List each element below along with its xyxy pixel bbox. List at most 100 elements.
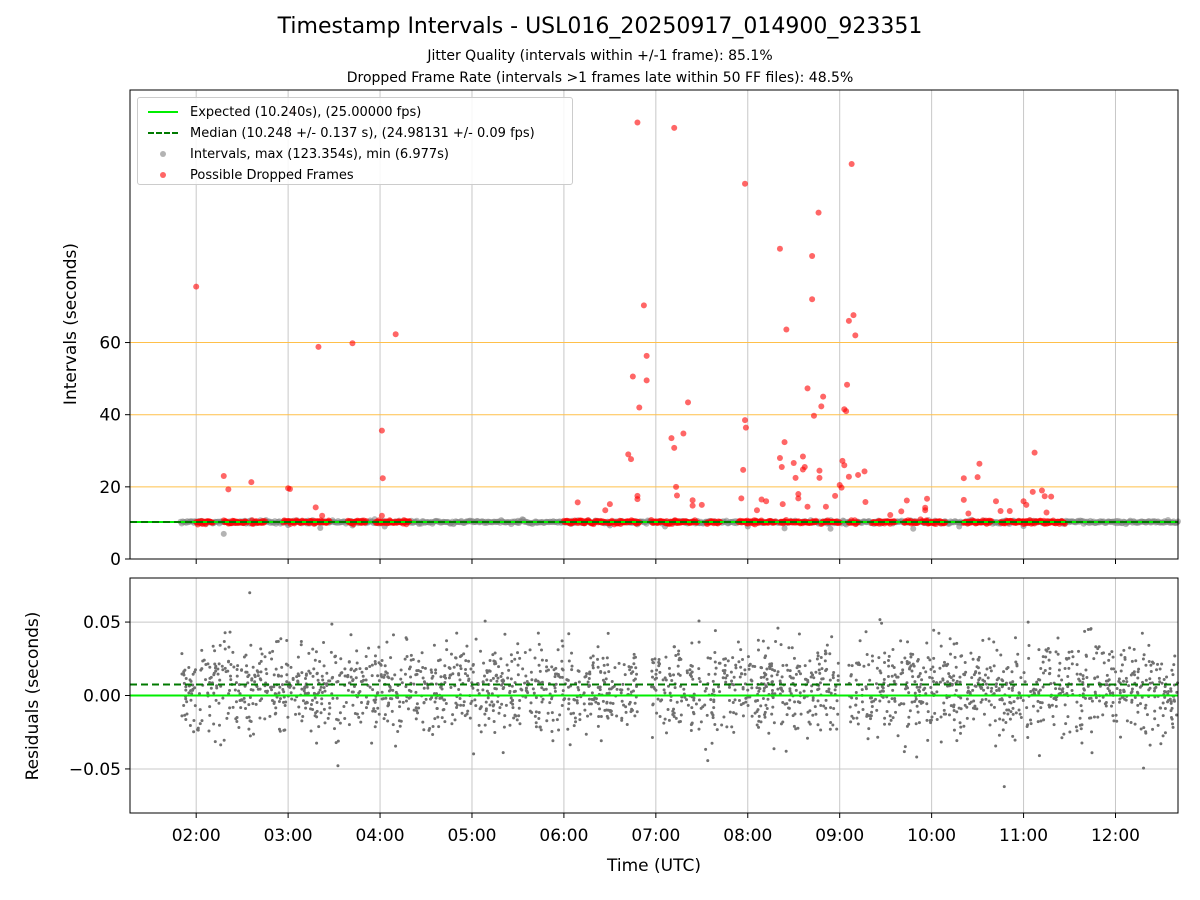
residual-point <box>792 724 796 728</box>
residual-point <box>930 676 934 680</box>
residuals-marks <box>130 591 1180 789</box>
residual-point <box>1029 718 1033 722</box>
residual-point <box>244 653 248 657</box>
residual-point <box>611 685 615 689</box>
residual-point <box>286 684 290 688</box>
residual-point <box>796 726 800 730</box>
residual-point <box>504 703 508 707</box>
residual-point <box>399 677 403 681</box>
residual-point <box>829 691 833 695</box>
residual-point <box>729 670 733 674</box>
residual-point <box>206 662 210 666</box>
residual-point <box>390 697 394 701</box>
residual-point <box>938 666 942 670</box>
residual-point <box>370 663 374 667</box>
residual-point <box>677 720 681 724</box>
residual-point <box>278 697 282 701</box>
residual-point <box>180 714 184 718</box>
residual-point <box>187 691 191 695</box>
residual-point <box>214 698 218 702</box>
residual-point <box>1075 700 1079 704</box>
residual-point <box>421 720 425 724</box>
residual-point <box>500 679 504 683</box>
residual-point <box>500 671 504 675</box>
residual-point <box>358 689 362 693</box>
residual-point <box>351 703 355 707</box>
residual-point <box>941 678 945 682</box>
residual-point <box>1136 703 1140 707</box>
residual-point <box>373 659 377 663</box>
residual-point <box>560 704 564 708</box>
residual-point <box>463 714 467 718</box>
residual-point <box>322 640 326 644</box>
residual-point <box>1115 686 1119 690</box>
residual-point <box>376 691 380 695</box>
residual-point <box>300 719 304 723</box>
residual-point <box>1097 645 1101 649</box>
dropped-frame-point <box>810 412 817 419</box>
residual-point <box>772 721 776 725</box>
residual-point <box>412 708 416 712</box>
residual-point <box>802 696 806 700</box>
residual-point <box>247 703 251 707</box>
residual-point <box>672 707 676 711</box>
residual-point <box>1031 688 1035 692</box>
residual-point <box>1002 670 1006 674</box>
residual-point <box>732 675 736 679</box>
residual-point <box>488 703 492 707</box>
residual-point <box>1013 636 1017 640</box>
residual-point <box>763 715 767 719</box>
residual-point <box>1084 668 1088 672</box>
residual-point <box>450 722 454 726</box>
residual-point <box>489 679 493 683</box>
residual-point <box>1049 682 1053 686</box>
residual-point <box>303 701 307 705</box>
residual-point <box>390 677 394 681</box>
residual-point <box>971 706 975 710</box>
residual-point <box>935 690 939 694</box>
residual-point <box>1148 677 1152 681</box>
residual-point <box>248 734 252 738</box>
residual-point <box>386 704 390 708</box>
residual-point <box>674 653 678 657</box>
legend-entry-expected: Expected (10.240s), (25.00000 fps) <box>146 104 421 120</box>
residual-point <box>915 755 919 759</box>
residual-point <box>605 708 609 712</box>
residual-point <box>1170 668 1174 672</box>
residual-point <box>697 727 701 731</box>
residual-point <box>806 736 810 740</box>
residual-point <box>1159 706 1163 710</box>
residual-point <box>1019 696 1023 700</box>
residual-point <box>222 738 226 742</box>
residual-point <box>907 722 911 726</box>
residual-point <box>1048 650 1052 654</box>
residual-point <box>781 663 785 667</box>
residual-point <box>918 685 922 689</box>
residual-point <box>761 696 765 700</box>
residual-point <box>239 706 243 710</box>
residual-point <box>1175 713 1179 717</box>
intervals-plot-frame <box>129 89 1179 560</box>
dropped-frame-point <box>689 497 696 504</box>
residual-point <box>502 725 506 729</box>
residual-point <box>591 654 595 658</box>
residual-point <box>1148 681 1152 685</box>
residual-point <box>271 649 275 653</box>
dropped-frame-point <box>845 317 852 324</box>
residual-point <box>1057 668 1061 672</box>
residual-point <box>1086 684 1090 688</box>
residual-point <box>514 714 518 718</box>
residual-point <box>524 674 528 678</box>
residual-point <box>862 664 866 668</box>
legend-entry-dropped: Possible Dropped Frames <box>146 167 354 183</box>
residual-point <box>508 723 512 727</box>
residual-point <box>690 670 694 674</box>
residual-point <box>285 638 289 642</box>
residual-point <box>560 675 564 679</box>
residual-point <box>819 704 823 708</box>
residual-point <box>910 700 914 704</box>
residual-point <box>351 679 355 683</box>
residual-point <box>499 657 503 661</box>
dropped-frame-point <box>379 475 386 482</box>
residual-point <box>781 700 785 704</box>
